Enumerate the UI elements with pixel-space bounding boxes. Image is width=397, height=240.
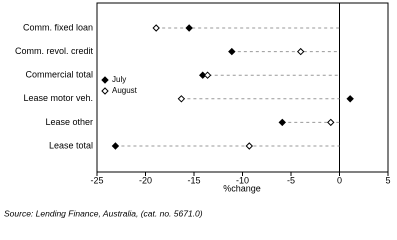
july-marker bbox=[278, 118, 286, 127]
x-tick-label: -15 bbox=[187, 175, 200, 185]
july-marker bbox=[228, 47, 236, 56]
august-marker bbox=[245, 142, 253, 150]
august-marker bbox=[152, 24, 160, 32]
chart: %change Source: Lending Finance, Austral… bbox=[4, 2, 391, 218]
legend-label: August bbox=[112, 86, 138, 95]
y-tick-label: Comm. revol. credit bbox=[15, 46, 94, 56]
august-marker bbox=[203, 71, 212, 79]
legend-marker bbox=[101, 76, 109, 84]
july-marker bbox=[346, 95, 354, 103]
july-marker bbox=[199, 71, 207, 79]
x-tick-label: -25 bbox=[90, 175, 103, 185]
legend-label: July bbox=[112, 75, 126, 84]
x-tick-label: -20 bbox=[139, 175, 152, 185]
july-marker bbox=[111, 142, 120, 150]
august-marker bbox=[177, 95, 186, 103]
august-marker bbox=[327, 118, 335, 127]
august-marker bbox=[296, 47, 305, 56]
y-tick-label: Lease total bbox=[49, 140, 93, 150]
x-tick-label: 0 bbox=[337, 175, 342, 185]
x-axis-label: %change bbox=[223, 183, 261, 193]
legend-marker bbox=[101, 87, 109, 95]
source-note: Source: Lending Finance, Australia, (cat… bbox=[4, 208, 203, 218]
x-tick-label: -5 bbox=[287, 175, 295, 185]
x-tick-label: 5 bbox=[385, 175, 390, 185]
x-tick-label: -10 bbox=[236, 175, 249, 185]
y-tick-label: Commercial total bbox=[25, 70, 93, 80]
july-marker bbox=[185, 24, 193, 32]
y-tick-label: Comm. fixed loan bbox=[23, 22, 93, 32]
y-tick-label: Lease motor veh. bbox=[23, 93, 93, 103]
y-tick-label: Lease other bbox=[45, 117, 93, 127]
